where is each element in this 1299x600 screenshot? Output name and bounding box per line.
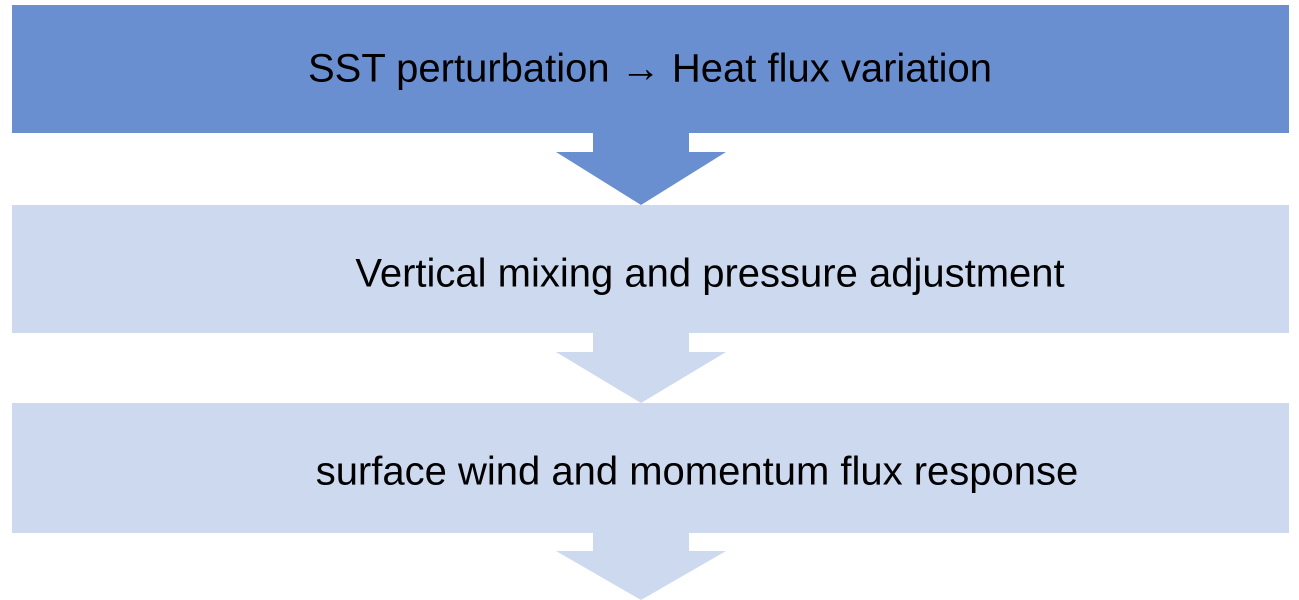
- step-label: Vertical mixing and pressure adjustment: [355, 252, 1064, 296]
- flow-arrow: [556, 533, 726, 600]
- step-box: [12, 403, 1289, 533]
- step-box: [12, 205, 1289, 333]
- step-box: [12, 5, 1289, 133]
- step-label: surface wind and momentum flux response: [316, 450, 1079, 494]
- step-label: SST perturbation → Heat flux variation: [308, 47, 992, 91]
- flow-arrow: [556, 333, 726, 403]
- flow-arrow: [556, 133, 726, 205]
